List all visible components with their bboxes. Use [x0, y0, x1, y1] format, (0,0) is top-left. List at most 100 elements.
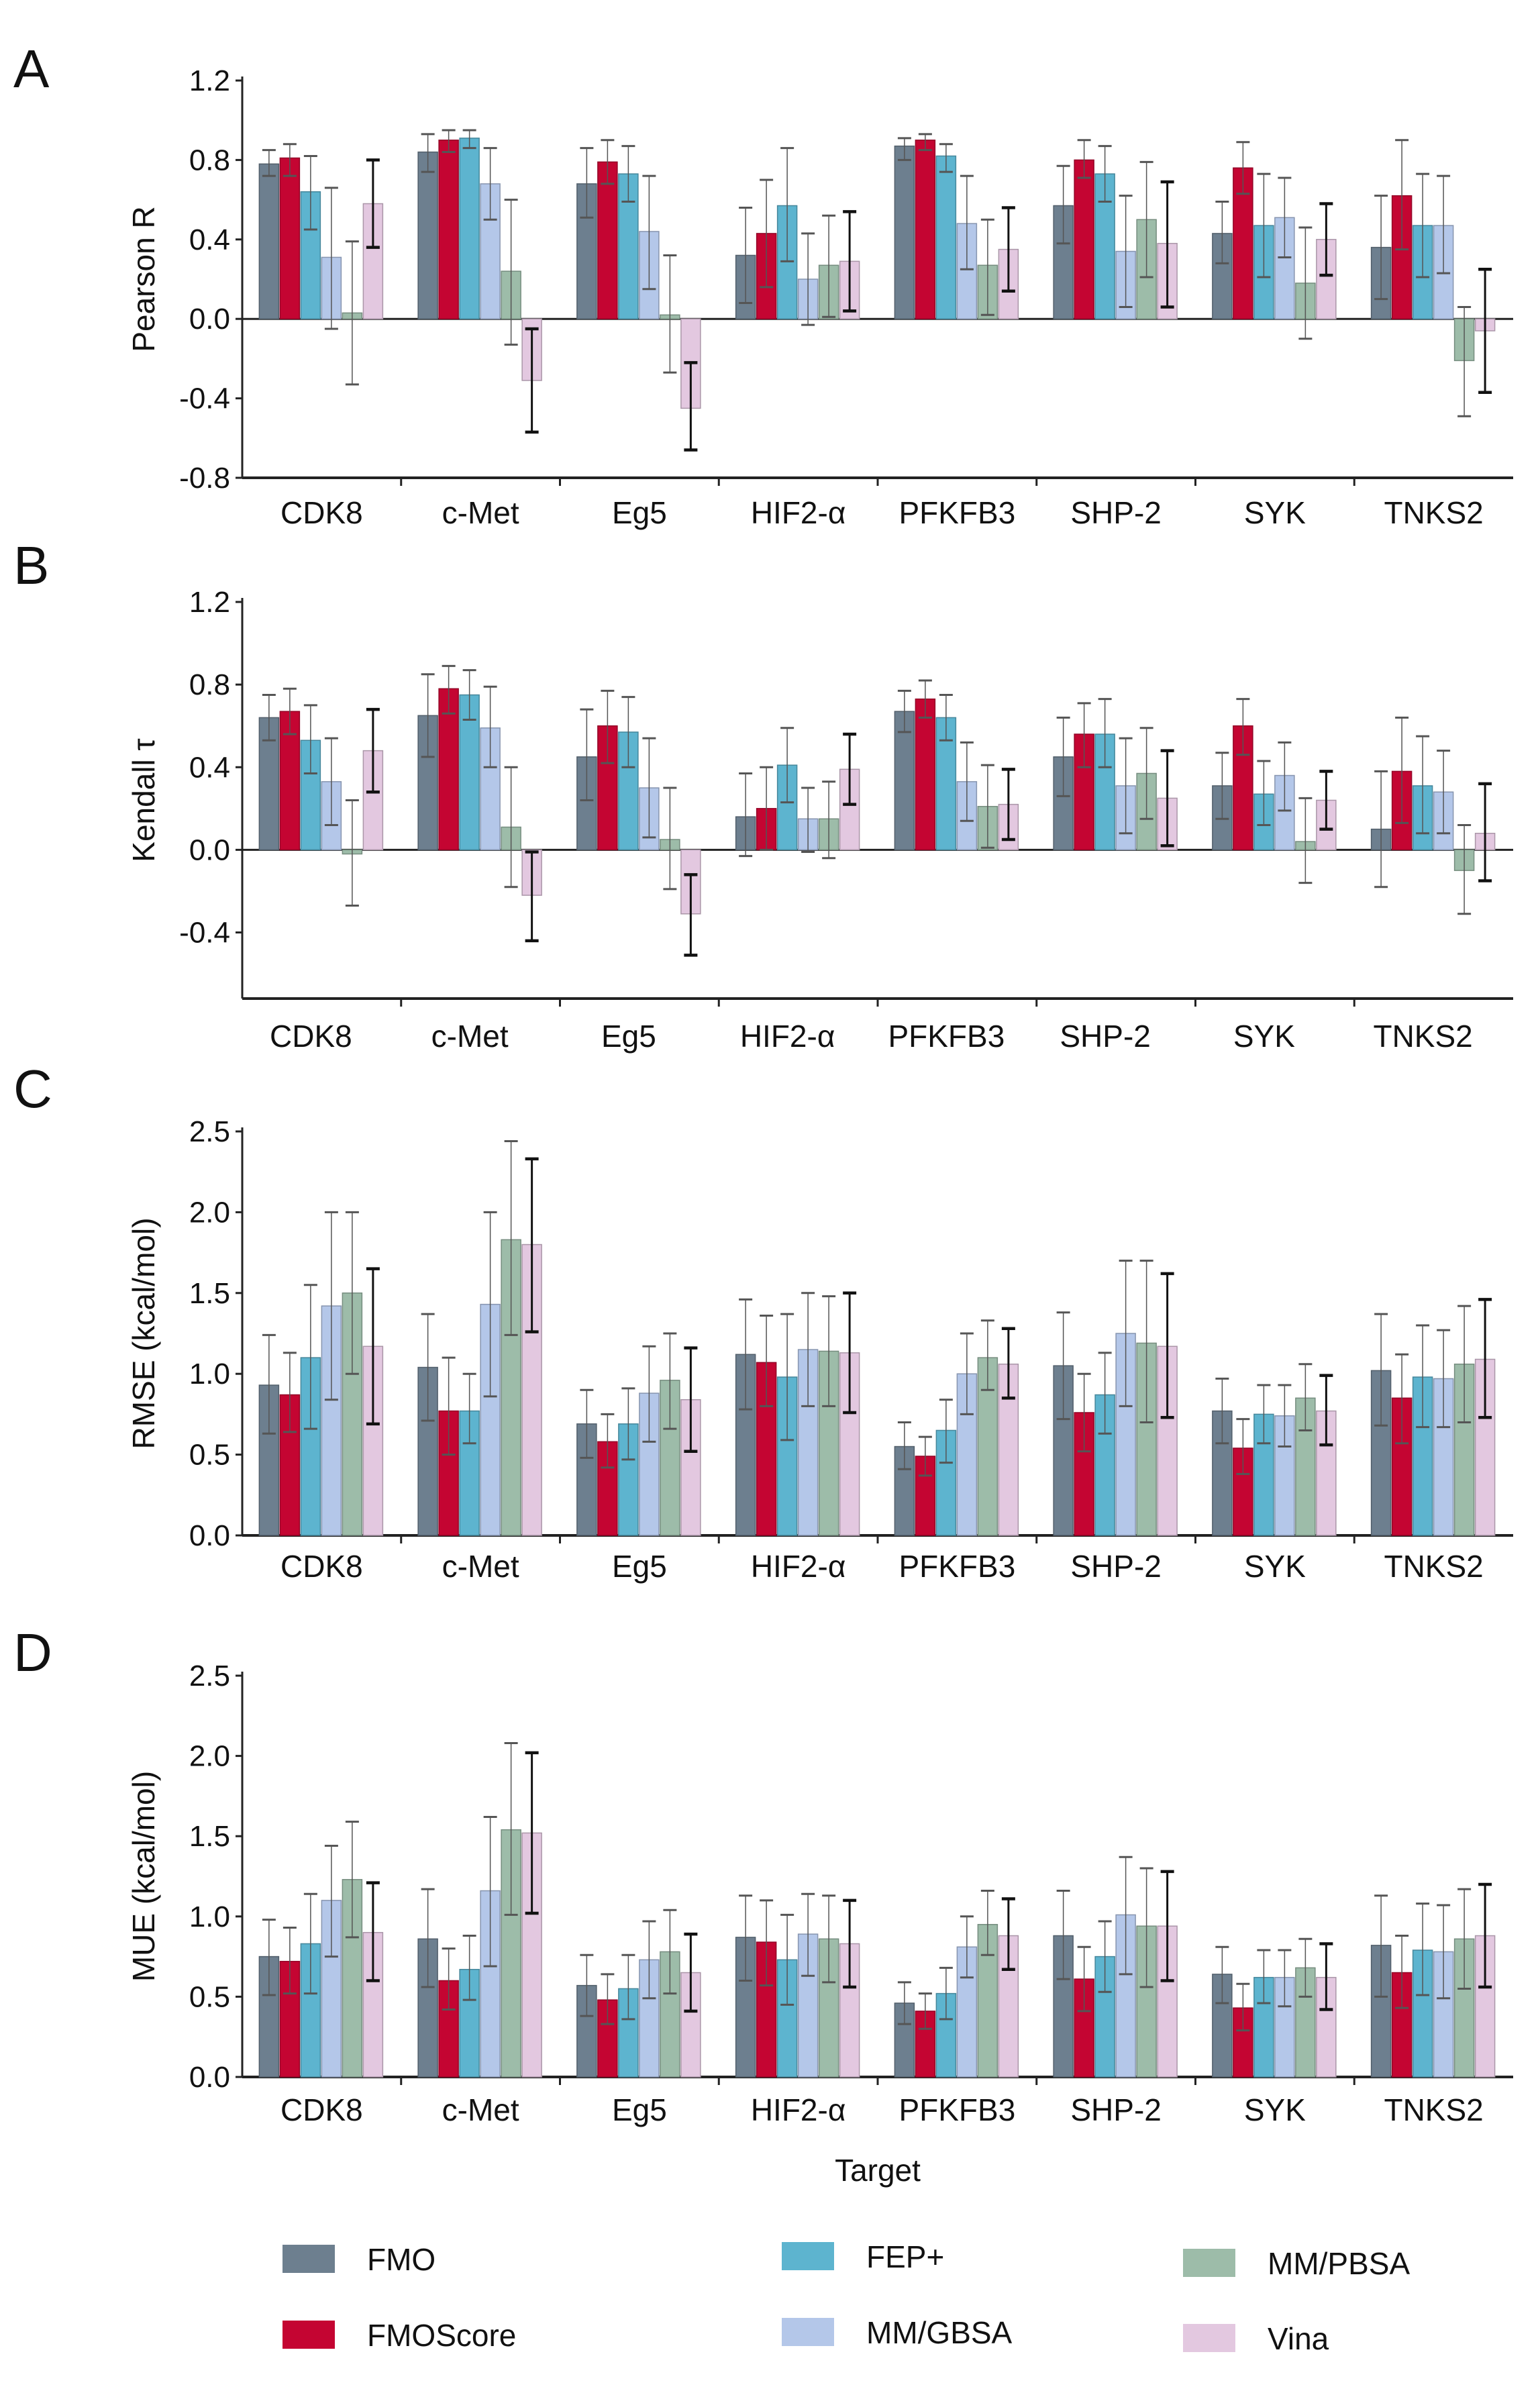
x-axis-title: Target	[835, 2153, 921, 2188]
chart-panel-C: C 2.5 2.0 1.5 1.0 0.5 0.0 RMSE (kcal/mol) CDK8 c-…	[13, 1059, 1513, 1584]
y-tick-label: 0.0	[189, 303, 230, 336]
y-tick-label: 2.0	[189, 1740, 230, 1773]
category-label: SYK	[1244, 1549, 1306, 1584]
bar-fmoscore	[915, 698, 936, 851]
category-label: TNKS2	[1384, 1549, 1483, 1584]
y-tick-label: 1.0	[189, 1900, 230, 1933]
chart-panel-D: D 2.5 2.0 1.5 1.0 0.5 0.0 MUE (kcal/mol) CDK8 c-M…	[13, 1623, 1513, 2188]
y-tick-label: 2.5	[189, 1660, 230, 1692]
category-label: Eg5	[612, 495, 667, 530]
bar-vina	[839, 1943, 860, 2078]
legend-swatch	[1183, 2249, 1235, 2277]
category-label: SYK	[1233, 1019, 1295, 1054]
legend-item: FEP+	[782, 2239, 944, 2274]
y-tick-label: 0.4	[189, 751, 230, 784]
bar-fmo	[417, 151, 438, 319]
y-tick-label: 0.0	[189, 1519, 230, 1552]
legend-item: MM/PBSA	[1183, 2246, 1410, 2281]
y-tick-label: 1.5	[189, 1820, 230, 1853]
bar-fmoscore	[915, 140, 936, 319]
bar-fmo	[735, 1937, 756, 2078]
bar-fmoscore	[597, 161, 618, 319]
legend-label: FMO	[367, 2242, 435, 2277]
y-tick-label: 0.4	[189, 223, 230, 256]
category-label: PFKFB3	[888, 1019, 1005, 1054]
y-tick-label: 0.8	[189, 668, 230, 701]
bar-fmoscore	[279, 157, 301, 319]
legend-swatch	[782, 2242, 834, 2270]
category-label: c-Met	[442, 495, 519, 530]
category-label: SHP-2	[1060, 1019, 1150, 1054]
y-axis-title: RMSE (kcal/mol)	[126, 1217, 161, 1449]
y-axis-title: Kendall τ	[126, 738, 161, 862]
panel-letter: C	[13, 1059, 52, 1119]
category-label: PFKFB3	[899, 2092, 1015, 2127]
y-tick-label: 0.8	[189, 144, 230, 176]
category-label: HIF2-α	[751, 1549, 846, 1584]
legend-label: FEP+	[866, 2239, 944, 2274]
y-tick-label: 0.0	[189, 833, 230, 866]
category-label: TNKS2	[1384, 495, 1483, 530]
category-label: Eg5	[612, 2092, 667, 2127]
category-label: SHP-2	[1070, 2092, 1161, 2127]
bar-fmoscore	[1074, 159, 1094, 319]
category-label: c-Met	[431, 1019, 509, 1054]
y-axis-title: MUE (kcal/mol)	[126, 1771, 161, 1982]
bar-fmo	[894, 145, 915, 319]
bar-mmgbsa	[1274, 774, 1295, 851]
category-label: CDK8	[280, 2092, 363, 2127]
legend-item: FMOScore	[283, 2318, 516, 2353]
legend-swatch	[283, 2321, 335, 2349]
legend-swatch	[782, 2318, 834, 2346]
y-tick-label: 2.5	[189, 1115, 230, 1148]
category-label: SYK	[1244, 2092, 1306, 2127]
chart-panel-A: A 1.2 0.8 0.4 0.0 -0.4 -0.8 Pearson R CDK8 c-Met E…	[13, 39, 1513, 530]
y-tick-label: -0.8	[179, 462, 230, 495]
y-tick-label: -0.4	[179, 383, 230, 415]
y-tick-label: 0.0	[189, 2061, 230, 2094]
category-label: SYK	[1244, 495, 1306, 530]
y-tick-label: 0.5	[189, 1439, 230, 1472]
category-label: PFKFB3	[899, 1549, 1015, 1584]
legend-swatch	[1183, 2324, 1235, 2352]
panel-letter: B	[13, 536, 49, 595]
legend-label: FMOScore	[367, 2318, 516, 2353]
legend-label: MM/GBSA	[866, 2315, 1013, 2350]
chart-panel-B: B 1.2 0.8 0.4 0.0 -0.4 Kendall τ CDK8 c-Met Eg5 HI…	[13, 536, 1513, 1054]
category-label: PFKFB3	[899, 495, 1015, 530]
legend-swatch	[283, 2245, 335, 2273]
y-tick-label: 1.5	[189, 1277, 230, 1310]
y-tick-label: 1.2	[189, 64, 230, 97]
legend-item: MM/GBSA	[782, 2315, 1013, 2350]
y-axis-title: Pearson R	[126, 206, 161, 352]
category-label: c-Met	[442, 2092, 519, 2127]
bar-fmo	[576, 183, 597, 319]
category-label: HIF2-α	[751, 495, 846, 530]
legend-item: Vina	[1183, 2321, 1329, 2356]
category-label: CDK8	[280, 495, 363, 530]
bar-fmoscore	[756, 1941, 777, 2078]
category-label: Eg5	[601, 1019, 656, 1054]
panel-letter: A	[13, 39, 50, 99]
bar-fmoscore	[438, 140, 459, 319]
category-label: HIF2-α	[740, 1019, 835, 1054]
bar-fmo	[258, 163, 280, 319]
bar-mmpbsa	[501, 1829, 521, 2078]
bar-mmpbsa	[342, 1292, 363, 1536]
y-tick-label: 2.0	[189, 1196, 230, 1229]
y-tick-label: 1.0	[189, 1358, 230, 1390]
y-tick-label: 0.5	[189, 1980, 230, 2013]
category-label: SHP-2	[1070, 1549, 1161, 1584]
bar-fmo	[894, 711, 915, 851]
bar-fepplus	[935, 155, 957, 319]
legend-label: MM/PBSA	[1268, 2246, 1410, 2281]
y-tick-label: -0.4	[179, 917, 230, 950]
category-label: c-Met	[442, 1549, 519, 1584]
legend-item: FMO	[283, 2242, 435, 2277]
category-label: CDK8	[280, 1549, 363, 1584]
bar-fmoscore	[756, 1362, 777, 1536]
bar-fepplus	[459, 138, 480, 319]
legend-label: Vina	[1268, 2321, 1329, 2356]
legend: FMO FMOScore FEP+ MM/GBSA MM/PBSA Vina	[283, 2239, 1410, 2356]
